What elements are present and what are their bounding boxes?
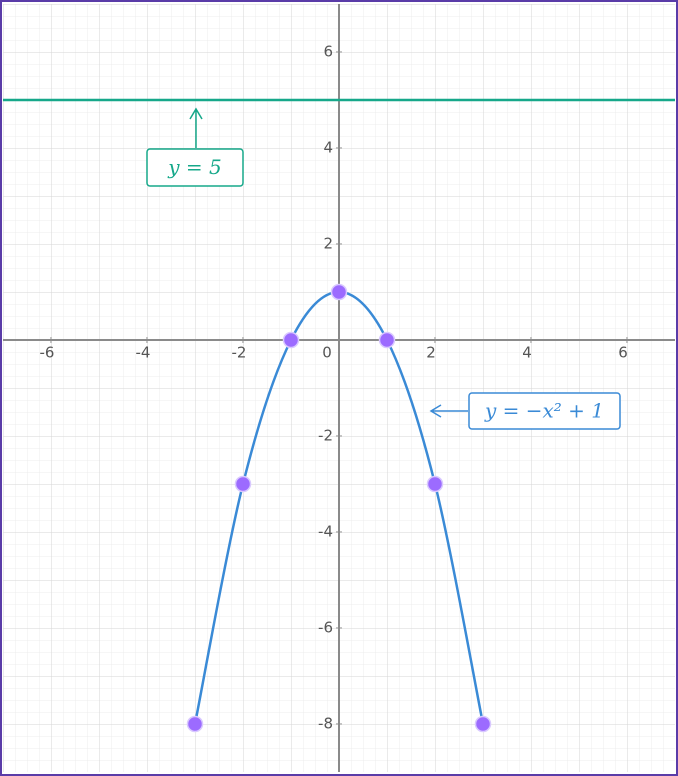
label-arrow	[189, 107, 203, 148]
y-tick-label: -8	[318, 715, 333, 733]
plot-area: -6 -4 -2 0 2 4 6 -8 -6 -4 -2 2 4 6 y = 5 y = −x² + 1	[3, 4, 675, 772]
legend-label: y = −x² + 1	[484, 399, 604, 423]
legend-box	[468, 392, 621, 430]
x-tick-label: 4	[522, 344, 532, 362]
y-tick-label: 4	[323, 139, 333, 157]
y-tick-label: 6	[323, 43, 333, 61]
x-tick-label: -4	[136, 344, 151, 362]
x-tick-label: 0	[322, 344, 332, 362]
point	[282, 331, 300, 349]
y-tick-label: 2	[323, 235, 333, 253]
point	[330, 283, 348, 301]
x-tick-label: 6	[618, 344, 628, 362]
y-tick-label: -2	[318, 427, 333, 445]
x-tick-label: -2	[232, 344, 247, 362]
label-arrow	[429, 404, 468, 418]
legend-label: y = 5	[167, 155, 222, 179]
point	[474, 715, 492, 733]
x-tick-label: 2	[426, 344, 436, 362]
y-tick-label: -6	[318, 619, 333, 637]
point	[378, 331, 396, 349]
y-tick-label: -4	[318, 523, 333, 541]
x-tick-label: -6	[40, 344, 55, 362]
point	[186, 715, 204, 733]
point	[426, 475, 444, 493]
point	[234, 475, 252, 493]
legend-box	[146, 148, 244, 187]
